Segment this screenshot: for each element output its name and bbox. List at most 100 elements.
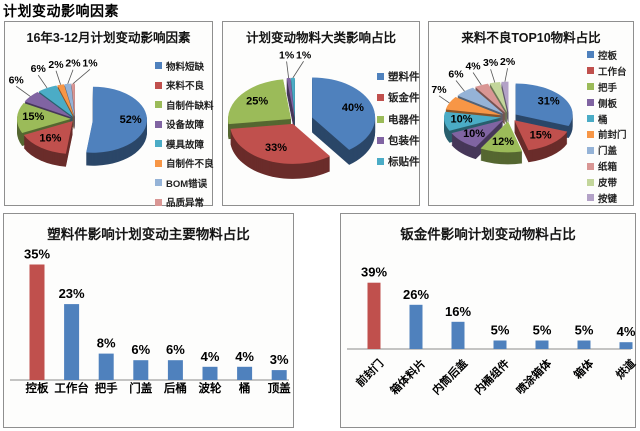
legend-label: 模具故障: [166, 139, 205, 151]
svg-text:控板: 控板: [26, 381, 49, 395]
legend-swatch-icon: [587, 99, 594, 107]
bar-chart-sheetmetal: 39% 前封门 26% 箱体料片 16% 内筒后盖 5% 内桶组件 5% 喷涂箱体 5% 箱体 4% 烘道: [347, 265, 638, 397]
legend-label: 门盖: [598, 146, 618, 158]
svg-text:6%: 6%: [166, 342, 185, 357]
svg-text:内筒后盖: 内筒后盖: [429, 356, 470, 397]
svg-text:1%: 1%: [82, 57, 98, 69]
chart-title-sheetmetal: 钣金件影响计划变动物料占比: [400, 227, 576, 242]
legend-label: 标贴件: [388, 156, 420, 169]
svg-text:16%: 16%: [39, 133, 61, 145]
panel-sheetmetal-parts: 钣金件影响计划变动物料占比 39% 前封门 26% 箱体料片 16% 内筒后盖 5% 内桶组件…: [340, 213, 638, 428]
legend-swatch-icon: [377, 73, 384, 81]
legend-item: 电器件: [377, 109, 420, 130]
legend-swatch-icon: [587, 194, 594, 202]
svg-text:6%: 6%: [131, 342, 150, 357]
legend-item: 桶: [587, 111, 627, 127]
svg-text:1%: 1%: [279, 49, 295, 61]
svg-text:10%: 10%: [450, 113, 472, 125]
svg-text:5%: 5%: [533, 323, 552, 338]
legend-swatch-icon: [155, 140, 162, 148]
svg-text:4%: 4%: [235, 349, 254, 364]
legend-swatch-icon: [377, 115, 384, 123]
legend-label: 工作台: [598, 66, 627, 78]
chart-title-category: 计划变动物料大类影响占比: [245, 31, 396, 45]
legend-label: 桶: [598, 114, 608, 126]
svg-text:15%: 15%: [530, 130, 552, 142]
svg-text:39%: 39%: [361, 265, 387, 280]
legend-label: 侧板: [598, 98, 618, 110]
bar-chart-plastic: 35% 控板 23% 工作台 8% 把手 6% 门盖 6% 后桶 4% 波轮 4% 桶 3% 顶盖: [10, 247, 291, 395]
legend-label: 自制件不良: [166, 159, 214, 171]
svg-text:2%: 2%: [48, 59, 64, 71]
svg-text:后桶: 后桶: [164, 381, 187, 395]
svg-text:箱体料片: 箱体料片: [387, 356, 428, 397]
svg-text:3%: 3%: [270, 352, 289, 367]
legend-item: 控板: [587, 47, 627, 63]
svg-text:6%: 6%: [448, 69, 464, 81]
legend-label: 把手: [598, 82, 618, 94]
legend-label: 前封门: [598, 130, 627, 142]
legend-swatch-icon: [377, 137, 384, 145]
legend-label: 物料短缺: [166, 61, 205, 73]
legend-label: 包装件: [388, 135, 420, 148]
svg-text:箱体: 箱体: [571, 356, 597, 382]
svg-text:4%: 4%: [617, 324, 636, 339]
page-title: 计划变动影响因素: [3, 3, 119, 19]
legend-label: 品质异常: [166, 198, 205, 210]
panel-plastic-parts: 塑料件影响计划变动主要物料占比 35% 控板 23% 工作台 8% 把手 6% 门盖 6% 后桶 4…: [3, 213, 294, 428]
legend-item: 自制件不良: [155, 154, 214, 174]
svg-text:31%: 31%: [538, 95, 560, 107]
legend-label: 塑料件: [388, 71, 420, 84]
svg-text:把手: 把手: [95, 381, 118, 395]
panel-incoming-defect-top10: 来料不良TOP10物料占比 31% 15% 12% 10% 10% 7% 6% 4% 3% 2% …: [428, 21, 634, 206]
legend-label: 按键: [598, 193, 618, 205]
legend-top10: 控板 工作台 把手 侧板桶前封门 门盖 纸箱 皮带 按键: [587, 47, 627, 206]
svg-text:33%: 33%: [265, 142, 287, 154]
svg-text:波轮: 波轮: [199, 381, 222, 395]
legend-swatch-icon: [377, 158, 384, 166]
chart-title-plastic: 塑料件影响计划变动主要物料占比: [47, 227, 250, 242]
legend-label: 钣金件: [388, 92, 420, 105]
svg-text:23%: 23%: [59, 286, 85, 301]
legend-label: 设备故障: [166, 120, 205, 132]
legend-label: 纸箱: [598, 162, 618, 174]
svg-text:10%: 10%: [463, 128, 485, 140]
legend-item: 按键: [587, 190, 627, 206]
panel-plan-change-factors: 16年3-12月计划变动影响因素 52% 16% 15% 6% 6% 2% 2% 1% 物料短…: [4, 21, 214, 209]
legend-swatch-icon: [155, 62, 162, 70]
legend-item: 门盖: [587, 142, 627, 158]
legend-swatch-icon: [587, 83, 594, 91]
chart-title-top10: 来料不良TOP10物料占比: [461, 31, 601, 45]
legend-swatch-icon: [587, 130, 594, 138]
svg-text:3%: 3%: [483, 57, 499, 69]
legend-swatch-icon: [587, 67, 594, 75]
pie-chart-factors: 52%16%15%6%6% 2% 2% 1%: [9, 57, 147, 167]
legend-item: 品质异常: [155, 193, 214, 213]
legend-swatch-icon: [155, 159, 162, 167]
legend-item: 自制件缺料: [155, 95, 214, 115]
legend-item: BOM错误: [155, 173, 214, 193]
legend-swatch-icon: [377, 94, 384, 102]
svg-text:7%: 7%: [431, 84, 447, 96]
svg-text:12%: 12%: [492, 136, 514, 148]
svg-text:5%: 5%: [575, 323, 594, 338]
svg-text:顶盖: 顶盖: [268, 381, 291, 395]
svg-text:2%: 2%: [500, 56, 516, 68]
svg-text:4%: 4%: [465, 60, 481, 72]
legend-item: 模具故障: [155, 134, 214, 154]
legend-item: 把手: [587, 79, 627, 95]
svg-text:门盖: 门盖: [129, 381, 152, 395]
legend-item: 物料短缺: [155, 56, 214, 76]
svg-text:桶: 桶: [238, 381, 251, 395]
legend-item: 来料不良: [155, 76, 214, 96]
legend-item: 标贴件: [377, 151, 420, 172]
panel-material-category: 计划变动物料大类影响占比 40% 33% 25% 1% 1% 塑料件 钣金件 电器件 包装件标…: [222, 21, 420, 206]
pie-chart-top10: 31% 15% 12% 10% 10% 7%6%4% 3% 2%: [431, 56, 573, 165]
legend-factors: 物料短缺来料不良 自制件缺料设备故障模具故障自制件不良 BOM错误品质异常: [155, 56, 214, 212]
svg-text:2%: 2%: [65, 58, 81, 70]
svg-text:40%: 40%: [342, 102, 364, 114]
chart-title-factors: 16年3-12月计划变动影响因素: [26, 31, 191, 45]
legend-label: 电器件: [388, 113, 420, 126]
svg-text:6%: 6%: [9, 74, 25, 86]
